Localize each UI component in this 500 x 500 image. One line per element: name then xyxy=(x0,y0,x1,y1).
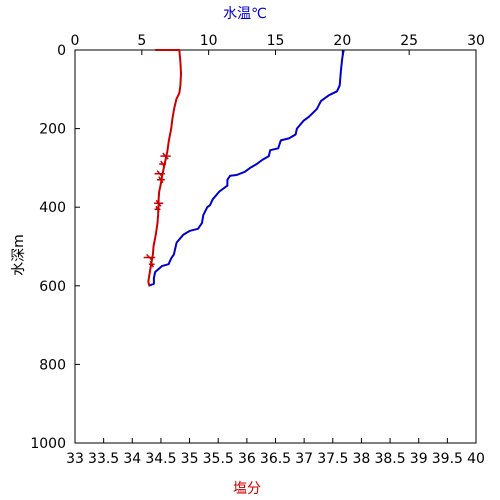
bottom-tick-label: 39 xyxy=(410,451,428,467)
salinity-spike-mark xyxy=(143,253,156,262)
left-axis-title: 水深m xyxy=(11,234,27,276)
bottom-tick-label: 37 xyxy=(295,451,313,467)
top-axis-title: 水温℃ xyxy=(223,6,267,22)
salinity-spike-mark xyxy=(160,152,171,160)
top-tick-label: 20 xyxy=(333,33,351,49)
plot-area-frame xyxy=(74,49,477,444)
bottom-tick-label: 34 xyxy=(123,451,141,467)
top-tick-label: 30 xyxy=(467,33,485,49)
series-layer xyxy=(143,49,345,287)
left-axis-ticks: 0 200 400 600 800 1000 xyxy=(30,43,80,452)
bottom-tick-label: 35 xyxy=(181,451,199,467)
bottom-tick-label: 40 xyxy=(467,451,485,467)
bottom-axis-title: 塩分 xyxy=(233,481,261,497)
salinity-profile-line xyxy=(147,49,182,287)
left-tick-label: 0 xyxy=(57,43,66,59)
salinity-spike-mark xyxy=(148,260,155,268)
salinity-spike-mark xyxy=(154,199,164,207)
temperature-profile-line xyxy=(148,49,345,287)
left-tick-label: 400 xyxy=(39,200,66,216)
top-tick-label: 0 xyxy=(71,33,80,49)
top-axis-ticks: 0 5 10 15 20 25 30 xyxy=(71,33,485,55)
left-tick-label: 200 xyxy=(39,122,66,138)
bottom-tick-label: 36 xyxy=(238,451,256,467)
bottom-tick-label: 38 xyxy=(353,451,371,467)
bottom-tick-label: 37.5 xyxy=(317,451,348,467)
left-tick-label: 800 xyxy=(39,357,66,373)
bottom-tick-label: 34.5 xyxy=(145,451,176,467)
top-tick-label: 10 xyxy=(200,33,218,49)
left-tick-label: 1000 xyxy=(30,436,66,452)
salinity-spike-mark xyxy=(154,205,161,213)
bottom-axis-ticks: 33 33.5 34 34.5 35 35.5 36 36.5 37 37.5 38 38.5 39 39… xyxy=(66,438,485,467)
bottom-tick-label: 33.5 xyxy=(88,451,119,467)
top-tick-label: 15 xyxy=(267,33,285,49)
bottom-tick-label: 39.5 xyxy=(432,451,463,467)
bottom-tick-label: 36.5 xyxy=(260,451,291,467)
left-tick-label: 600 xyxy=(39,279,66,295)
salinity-spike-mark xyxy=(154,170,165,178)
bottom-tick-label: 38.5 xyxy=(374,451,405,467)
salinity-spike-mark xyxy=(156,176,165,184)
salinity-spike-mark xyxy=(159,160,167,168)
bottom-tick-label: 35.5 xyxy=(203,451,234,467)
top-tick-label: 25 xyxy=(400,33,418,49)
top-tick-label: 5 xyxy=(137,33,146,49)
bottom-tick-label: 33 xyxy=(66,451,84,467)
